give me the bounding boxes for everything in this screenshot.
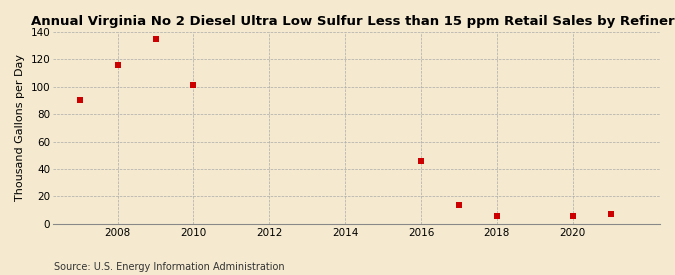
Point [605,212,616,216]
Point [491,213,502,218]
Text: Source: U.S. Energy Information Administration: Source: U.S. Energy Information Administ… [54,262,285,272]
Title: Annual Virginia No 2 Diesel Ultra Low Sulfur Less than 15 ppm Retail Sales by Re: Annual Virginia No 2 Diesel Ultra Low Su… [31,15,675,28]
Point [112,63,123,67]
Point [188,83,199,88]
Y-axis label: Thousand Gallons per Day: Thousand Gallons per Day [15,54,25,201]
Point [416,159,427,163]
Point [150,37,161,41]
Point [568,213,578,218]
Point [74,98,85,103]
Point [454,202,464,207]
